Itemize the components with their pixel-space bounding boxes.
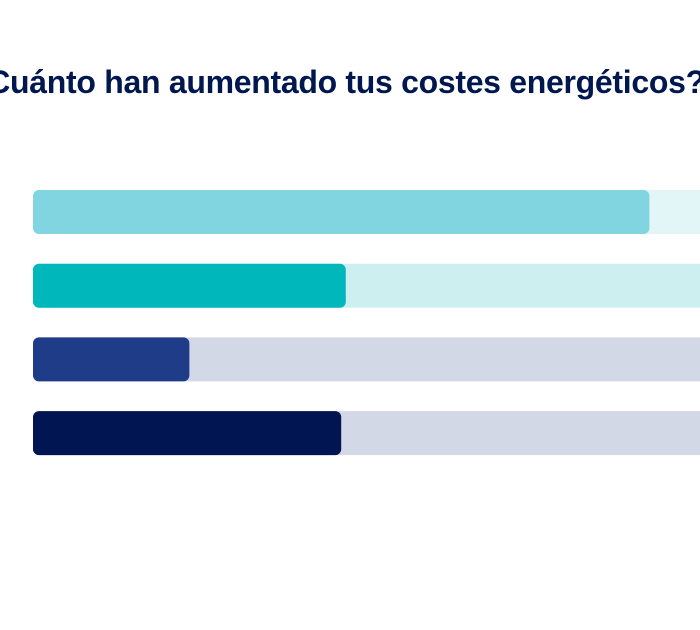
bar [33, 337, 190, 382]
bar [33, 263, 346, 308]
bar [33, 190, 650, 234]
chart-title: ¿Cuánto han aumentado tus costes energét… [0, 64, 700, 100]
bar [33, 411, 342, 456]
bar-track [33, 337, 700, 382]
